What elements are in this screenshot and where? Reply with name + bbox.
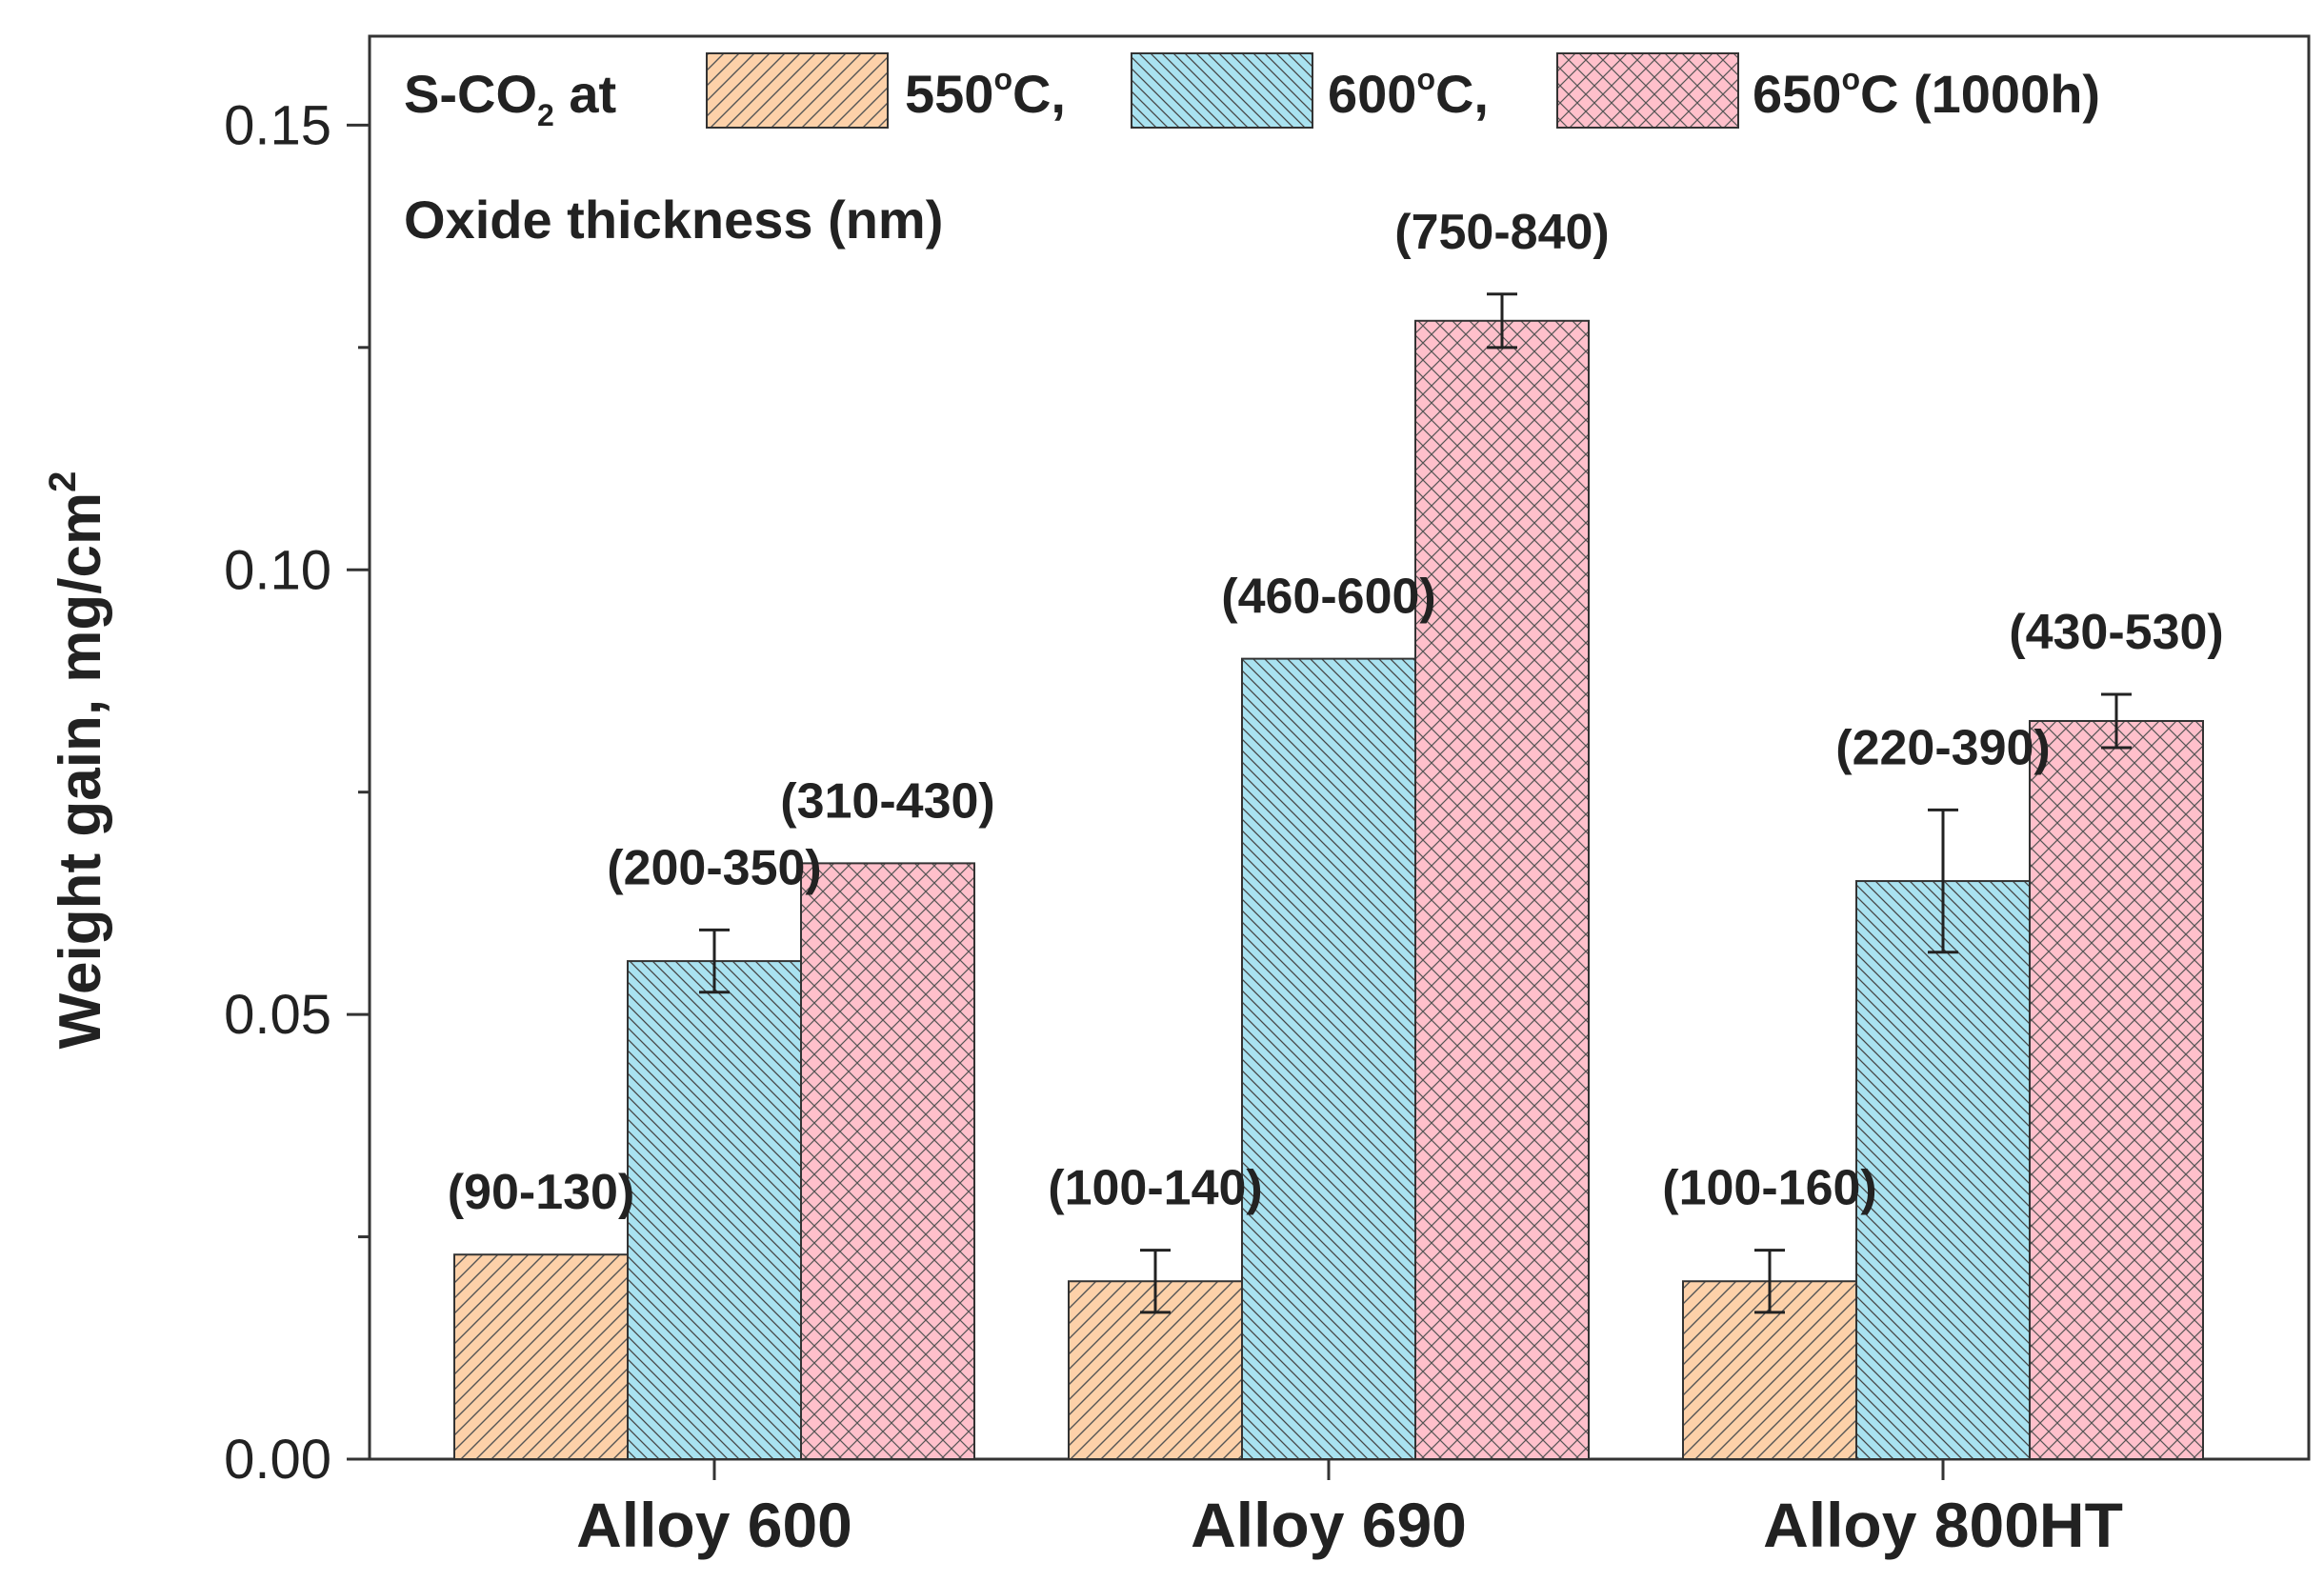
legend: S-CO2 at 550oC, 600oC, 650oC (1000h) Oxi… [404,52,2100,250]
bar-label: (100-140) [1048,1161,1262,1216]
legend-swatch-550 [706,52,889,129]
bar-label: (220-390) [1835,720,2050,775]
bar-labels: (90-130) (200-350) (310-430) (100-140) (460-… [448,205,2224,1220]
y-axis-ticks: 0.00 0.05 0.10 0.15 [224,94,370,1491]
bar-label: (750-840) [1394,205,1609,260]
bar [453,1253,629,1461]
y-tick-label: 0.10 [224,539,331,601]
x-tick-label: Alloy 690 [1191,1490,1467,1560]
bar-label: (200-350) [607,840,821,895]
legend-label-550: 550oC, [905,62,1066,124]
bar-label: (90-130) [448,1165,635,1220]
legend-label-650: 650oC (1000h) [1753,62,2100,124]
y-axis-label: Weight gain, mg/cm2 [42,471,113,1050]
legend-prefix: S-CO2 at [404,64,616,132]
x-axis-labels: Alloy 600 Alloy 690 Alloy 800HT [576,1459,2123,1560]
legend-label-600: 600oC, [1328,62,1489,124]
y-tick-label: 0.00 [224,1429,331,1491]
y-tick-label: 0.05 [224,984,331,1046]
error-bars [699,292,2132,1314]
bar [2029,719,2204,1460]
x-tick-label: Alloy 800HT [1763,1490,2123,1560]
bars [453,319,2204,1461]
legend-swatch-650 [1556,52,1739,129]
bar [1855,880,2031,1460]
bar-label: (460-600) [1221,570,1435,625]
bar-label: (430-530) [2009,605,2223,660]
bar [1241,657,1416,1460]
legend-swatch-600 [1131,52,1313,129]
x-tick-label: Alloy 600 [576,1490,852,1560]
bar-label: (310-430) [780,773,994,829]
y-tick-label: 0.15 [224,94,331,156]
bar-label: (100-160) [1662,1161,1876,1216]
bar [1414,319,1590,1460]
bar [627,960,802,1460]
legend-subtitle: Oxide thickness (nm) [404,190,943,250]
bar [800,862,975,1460]
